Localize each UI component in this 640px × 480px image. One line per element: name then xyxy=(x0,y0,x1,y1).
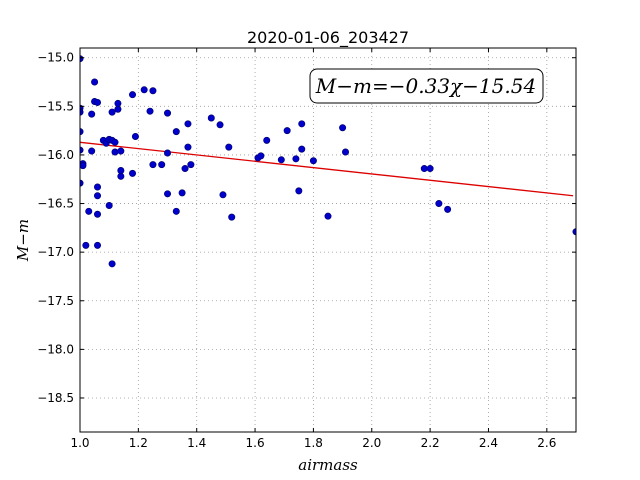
data-point xyxy=(149,161,157,169)
data-point xyxy=(117,166,125,174)
data-layer xyxy=(80,55,576,268)
data-point xyxy=(129,91,137,99)
data-point xyxy=(444,205,452,213)
data-point xyxy=(426,165,434,173)
fit-equation: M−m=−0.33χ−15.54 xyxy=(315,74,536,98)
y-tick-label: −18.5 xyxy=(37,391,74,405)
data-point xyxy=(114,99,122,107)
data-point xyxy=(108,108,116,116)
data-point xyxy=(88,147,96,155)
data-point xyxy=(111,138,119,146)
data-point xyxy=(146,107,154,115)
y-tick-label: −15.0 xyxy=(37,51,74,65)
y-tick-label: −18.0 xyxy=(37,342,74,356)
fit-annotation: M−m=−0.33χ−15.54 xyxy=(309,68,544,104)
data-point xyxy=(228,213,236,221)
x-tick-label: 2.6 xyxy=(537,436,556,450)
data-point xyxy=(114,105,122,113)
data-point xyxy=(111,148,119,156)
data-point xyxy=(263,136,271,144)
data-point xyxy=(342,148,350,156)
data-point xyxy=(149,87,157,95)
ticks: 1.0 1.2 1.4 1.6 1.8 2.0 2.2 2.4 2.6 −15.0 −15.5 −16… xyxy=(37,48,576,450)
data-point xyxy=(435,200,443,208)
data-point xyxy=(298,120,306,128)
data-point xyxy=(131,132,139,140)
data-point xyxy=(295,187,303,195)
data-point xyxy=(94,241,102,249)
data-point xyxy=(164,109,172,117)
data-point xyxy=(158,161,166,169)
data-point xyxy=(181,165,189,173)
data-point xyxy=(207,114,215,122)
annotation-box xyxy=(309,68,544,104)
y-tick-label: −16.0 xyxy=(37,148,74,162)
data-point xyxy=(225,143,233,151)
data-point xyxy=(172,128,180,136)
data-point xyxy=(172,207,180,215)
data-point xyxy=(216,121,224,129)
data-point xyxy=(324,212,332,220)
data-point xyxy=(94,210,102,218)
x-tick-label: 2.4 xyxy=(479,436,498,450)
data-point xyxy=(108,260,116,268)
fit-line xyxy=(80,141,574,197)
x-tick-label: 1.0 xyxy=(70,436,89,450)
y-tick-label: −17.5 xyxy=(37,294,74,308)
chart-title: 2020-01-06_203427 xyxy=(247,28,409,48)
data-point xyxy=(283,127,291,135)
data-point xyxy=(184,120,192,128)
data-point xyxy=(85,207,93,215)
data-point xyxy=(129,169,137,177)
x-tick-label: 1.8 xyxy=(304,436,323,450)
data-point xyxy=(309,157,317,165)
series-group xyxy=(80,55,576,268)
data-point xyxy=(117,172,125,180)
y-axis-label: M−m xyxy=(14,219,32,262)
data-point xyxy=(117,147,125,155)
data-point xyxy=(82,241,90,249)
y-tick-label: −17.0 xyxy=(37,245,74,259)
data-point xyxy=(292,155,300,163)
data-point xyxy=(339,124,347,132)
data-point xyxy=(164,190,172,198)
data-point xyxy=(140,86,148,94)
data-point xyxy=(88,110,96,118)
data-point xyxy=(94,183,102,191)
y-tick-label: −15.5 xyxy=(37,99,74,113)
data-point xyxy=(298,145,306,153)
grid xyxy=(79,48,576,432)
y-tick-label: −16.5 xyxy=(37,197,74,211)
data-point xyxy=(178,189,186,197)
data-point xyxy=(80,162,87,170)
plot-frame xyxy=(79,47,577,433)
data-point xyxy=(277,156,285,164)
x-tick-label: 1.6 xyxy=(246,436,265,450)
x-axis-label: airmass xyxy=(298,456,358,474)
data-point xyxy=(184,143,192,151)
x-tick-label: 1.2 xyxy=(129,436,148,450)
data-point xyxy=(420,165,428,173)
data-point xyxy=(219,191,227,199)
x-tick-label: 2.0 xyxy=(362,436,381,450)
data-point xyxy=(164,149,172,157)
data-point xyxy=(94,98,102,106)
x-tick-label: 1.4 xyxy=(187,436,206,450)
data-point xyxy=(187,161,195,169)
data-point xyxy=(105,201,113,209)
x-tick-label: 2.2 xyxy=(421,436,440,450)
data-point xyxy=(257,152,265,160)
data-point xyxy=(91,78,99,86)
data-point xyxy=(94,192,102,200)
